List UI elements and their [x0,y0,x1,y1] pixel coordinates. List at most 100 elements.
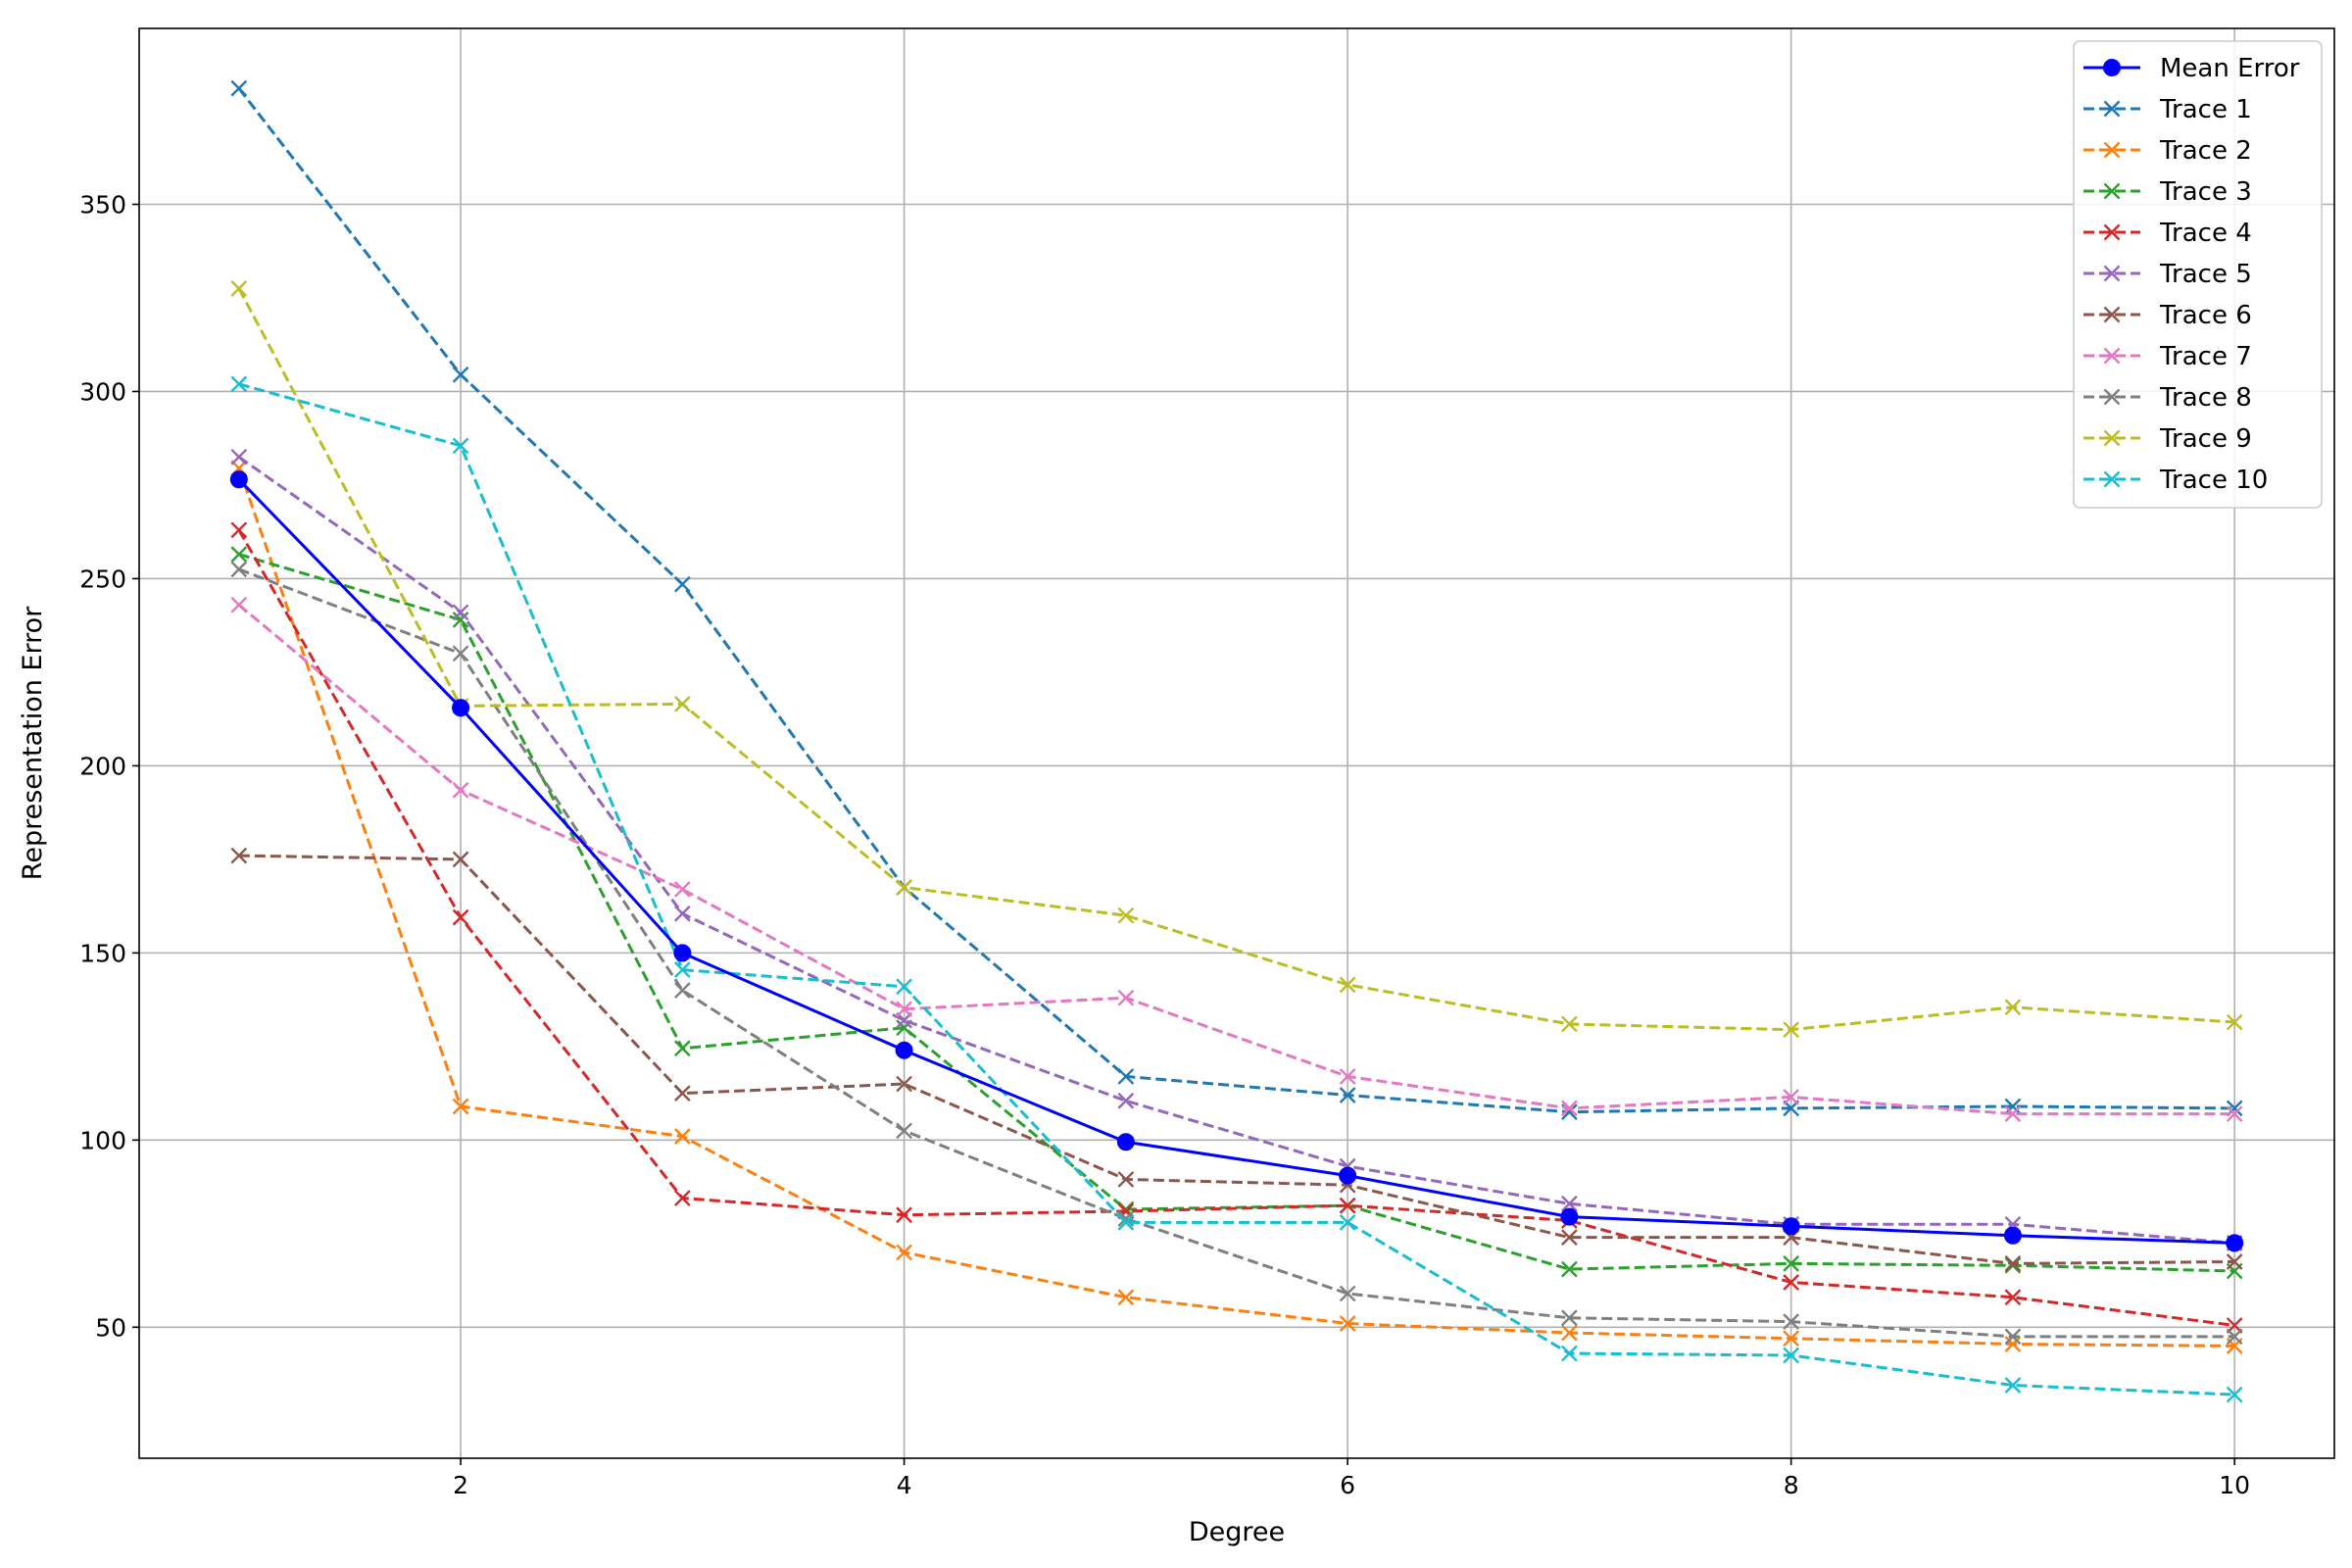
legend-marker [2103,470,2121,488]
data-point [673,905,691,922]
data-point [2003,1226,2022,1245]
legend-entry: Trace 6 [2083,301,2252,330]
data-point [1339,1166,1357,1185]
series-line [237,467,2235,1348]
legend-marker [2103,223,2121,241]
series-line [237,456,2235,1245]
data-point [895,1041,913,1059]
data-point [2226,1105,2243,1122]
series-group [229,79,2244,1403]
legend-entry: Trace 1 [2083,95,2252,124]
legend-label: Trace 5 [2159,260,2252,289]
data-point [673,944,692,962]
data-point [2004,1098,2022,1115]
data-point [673,575,691,593]
data-point [229,470,248,489]
data-point [1339,1214,1356,1231]
data-point [896,1075,912,1093]
legend-entry: Mean Error [2083,54,2300,83]
data-point [1783,1313,1800,1330]
series-line [238,382,2235,1396]
data-point [2004,1289,2022,1306]
y-tick-label: 200 [79,752,126,780]
series-line [237,478,2235,1245]
y-tick-label: 150 [79,939,126,967]
y-axis-label: Representation Error [18,606,48,880]
data-point [1117,1068,1135,1085]
series-line [237,87,2235,1114]
x-axis-label: Degree [1189,1517,1285,1547]
x-tick-label: 6 [1340,1471,1355,1499]
data-point [673,982,691,999]
legend-label: Trace 7 [2159,342,2252,371]
data-point [230,521,248,539]
data-point [1783,1274,1800,1291]
data-point [673,1040,691,1057]
data-point [896,879,912,896]
data-point [1339,1068,1356,1085]
series-line [237,529,2235,1327]
data-point [452,604,469,621]
y-tick-label: 350 [79,191,126,220]
legend-label: Trace 10 [2159,466,2268,495]
legend-label: Trace 6 [2159,301,2252,330]
data-point [896,1244,912,1261]
data-point [1783,1255,1800,1272]
data-point [896,1206,912,1224]
data-point [230,561,248,578]
legend-entry: Trace 10 [2083,466,2268,495]
data-point [452,437,469,455]
data-point [1339,1315,1356,1332]
data-point [1561,1229,1578,1247]
x-tick-label: 2 [453,1471,468,1499]
data-point [1117,1092,1135,1109]
data-point [1339,976,1356,994]
x-tick-label: 8 [1784,1471,1799,1499]
data-point [1783,1021,1800,1039]
legend-label: Trace 1 [2159,95,2252,124]
series-line [238,854,2235,1265]
data-point [2226,1328,2243,1346]
data-point [230,79,248,97]
series-line [237,604,2235,1116]
data-point [452,851,469,868]
legend-marker [2103,59,2121,76]
data-point [673,696,691,712]
data-point [452,781,469,799]
legend-label: Trace 2 [2159,136,2252,166]
data-point [673,961,691,978]
data-point [2226,1013,2243,1031]
legend-entry: Trace 7 [2083,342,2252,371]
data-point [452,908,469,926]
series-trace-10 [230,375,2243,1403]
data-point [1561,1324,1578,1342]
legend-marker [2103,182,2121,200]
data-point [230,448,248,466]
data-point [1561,1260,1578,1278]
data-point [2004,1328,2022,1346]
data-point [1339,1197,1356,1214]
data-point [2004,1377,2022,1394]
data-point [1117,989,1135,1006]
y-tick-label: 250 [79,564,126,593]
legend-marker [2103,141,2121,159]
data-point [1561,1309,1578,1327]
legend-label: Trace 3 [2159,177,2252,207]
data-point [230,596,248,613]
legend-entry: Trace 5 [2083,260,2252,289]
data-point [1339,1285,1356,1302]
series-trace-7 [230,596,2243,1122]
data-point [1117,1171,1135,1188]
data-point [673,881,691,898]
data-point [230,375,248,393]
data-point [1561,1015,1578,1033]
data-point [673,1085,691,1102]
data-point [1117,1289,1135,1306]
data-point [452,1098,469,1115]
legend-marker [2103,306,2121,323]
axis-ticks: 2 4 6 8 10 50 100 150 200 250 300 350 [79,191,2250,1499]
data-point [2226,1253,2243,1270]
legend: Mean Error Trace 1 Trace 2 Trace 3 Trace 4 Tr… [2073,40,2323,509]
